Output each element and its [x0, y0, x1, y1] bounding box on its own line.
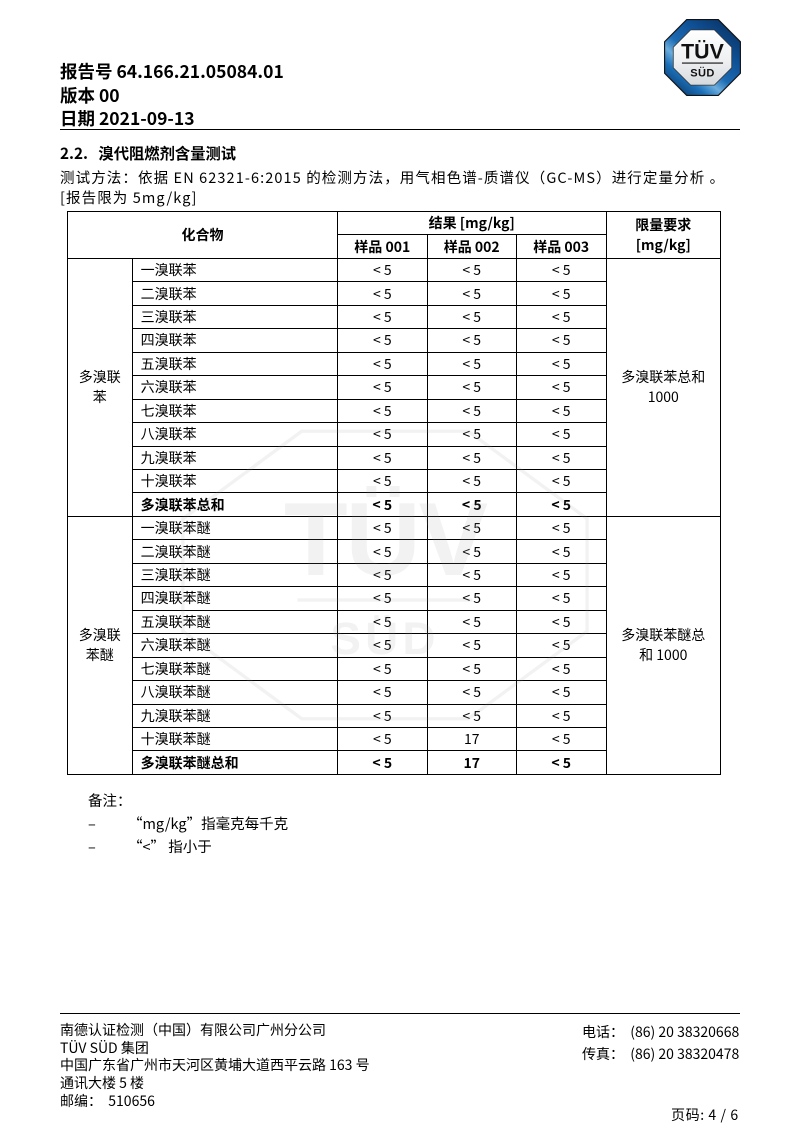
svg-text:SÜD: SÜD: [690, 66, 715, 79]
svg-text:TÜV: TÜV: [681, 38, 724, 63]
